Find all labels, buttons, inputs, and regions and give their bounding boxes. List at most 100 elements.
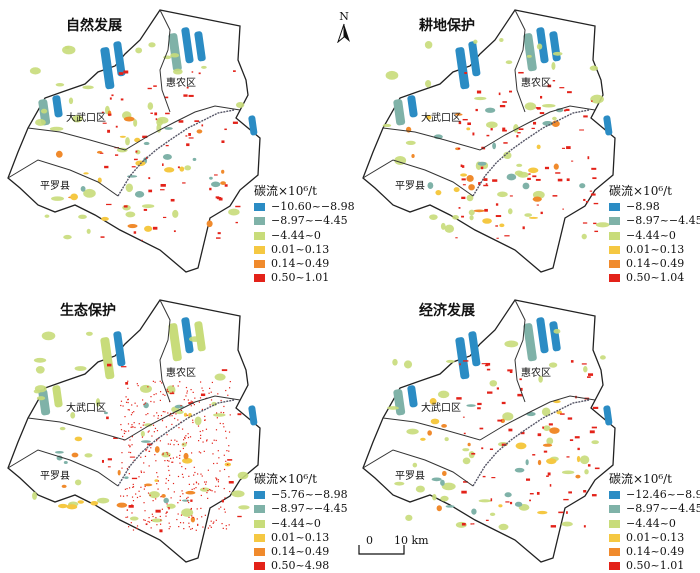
- land-patch: [123, 116, 135, 122]
- land-patch: [205, 440, 208, 442]
- land-patch: [563, 498, 569, 501]
- land-patch: [603, 405, 613, 426]
- land-patch: [482, 218, 492, 224]
- land-patch: [478, 182, 481, 185]
- land-patch: [490, 128, 493, 131]
- land-patch: [182, 493, 184, 495]
- land-patch: [143, 402, 149, 409]
- land-patch: [440, 479, 445, 486]
- land-patch: [125, 401, 128, 403]
- land-patch: [113, 437, 118, 439]
- land-patch: [582, 222, 588, 224]
- legend-swatch: [254, 519, 265, 528]
- land-patch: [167, 507, 169, 509]
- land-patch: [161, 508, 163, 510]
- legend-label: −4.44~0: [271, 228, 321, 242]
- land-patch: [214, 174, 218, 176]
- land-patch: [124, 416, 126, 418]
- land-patch: [221, 499, 224, 503]
- land-patch: [509, 195, 513, 197]
- land-patch: [427, 430, 432, 436]
- land-patch: [120, 429, 123, 431]
- land-patch: [228, 431, 231, 433]
- land-patch: [166, 453, 169, 455]
- land-patch: [197, 524, 199, 526]
- land-patch: [148, 465, 150, 467]
- land-patch: [90, 500, 99, 506]
- land-patch: [519, 387, 523, 391]
- land-patch: [224, 128, 227, 131]
- land-patch: [405, 514, 413, 521]
- land-patch: [535, 178, 541, 181]
- land-patch: [497, 419, 502, 422]
- land-patch: [147, 87, 152, 90]
- land-patch: [195, 481, 198, 483]
- legend-item: 0.14~0.49: [609, 257, 700, 271]
- land-patch: [186, 414, 188, 416]
- land-patch: [168, 469, 170, 472]
- land-patch: [140, 430, 145, 437]
- land-patch: [187, 500, 189, 502]
- land-patch: [133, 119, 138, 127]
- land-patch: [64, 45, 70, 50]
- land-patch: [593, 222, 597, 225]
- land-patch: [184, 165, 192, 171]
- land-patch: [575, 474, 581, 479]
- land-patch: [120, 404, 122, 407]
- land-patch: [235, 205, 241, 208]
- land-patch: [120, 495, 122, 497]
- land-patch: [207, 527, 210, 529]
- land-patch: [187, 399, 189, 401]
- land-patch: [214, 373, 226, 381]
- land-patch: [198, 401, 200, 403]
- land-patch: [220, 399, 222, 402]
- land-patch: [476, 90, 482, 94]
- land-patch: [179, 457, 181, 459]
- region-outline: [7, 9, 261, 273]
- land-patch: [131, 436, 133, 438]
- land-patch: [111, 94, 114, 97]
- land-patch: [546, 437, 554, 445]
- land-patch: [165, 515, 167, 517]
- land-patch: [168, 508, 170, 510]
- label-pingluo: 平罗县: [40, 470, 70, 482]
- map-panel-natural: 惠农区 大武口区 平罗县 自然发展 碳流×10⁶/t −10.60~−8.98 −8…: [0, 0, 355, 284]
- land-patch: [225, 437, 227, 439]
- land-patch: [167, 412, 169, 414]
- label-huinong: 惠农区: [166, 366, 196, 379]
- land-patch: [406, 428, 419, 435]
- land-patch: [559, 87, 565, 89]
- district-boundary: [27, 105, 241, 151]
- land-patch: [137, 385, 139, 387]
- land-patch: [70, 412, 76, 419]
- land-patch: [492, 179, 498, 182]
- land-patch: [152, 500, 154, 502]
- land-patch: [192, 157, 197, 161]
- land-patch: [489, 448, 494, 451]
- land-patch: [177, 443, 179, 446]
- land-patch: [532, 196, 542, 202]
- land-patch: [502, 412, 514, 421]
- land-patch: [152, 226, 158, 230]
- land-patch: [179, 495, 181, 498]
- land-patch: [194, 31, 206, 62]
- legend-label: −8.97~−4.45: [271, 502, 348, 516]
- land-patch: [210, 489, 212, 491]
- land-patch: [148, 177, 151, 180]
- land-patch: [143, 488, 145, 490]
- land-patch: [130, 522, 132, 524]
- land-patch: [214, 491, 216, 493]
- land-patch: [221, 522, 223, 525]
- land-patch: [131, 444, 133, 446]
- label-dawukou: 大武口区: [421, 111, 461, 124]
- land-patch: [385, 70, 399, 80]
- land-patch: [190, 405, 192, 407]
- land-patch: [117, 469, 121, 476]
- land-patch: [71, 114, 83, 123]
- land-patch: [579, 183, 586, 189]
- land-patch: [229, 380, 231, 383]
- land-patch: [587, 376, 591, 378]
- land-patch: [165, 512, 167, 514]
- land-patch: [496, 237, 499, 239]
